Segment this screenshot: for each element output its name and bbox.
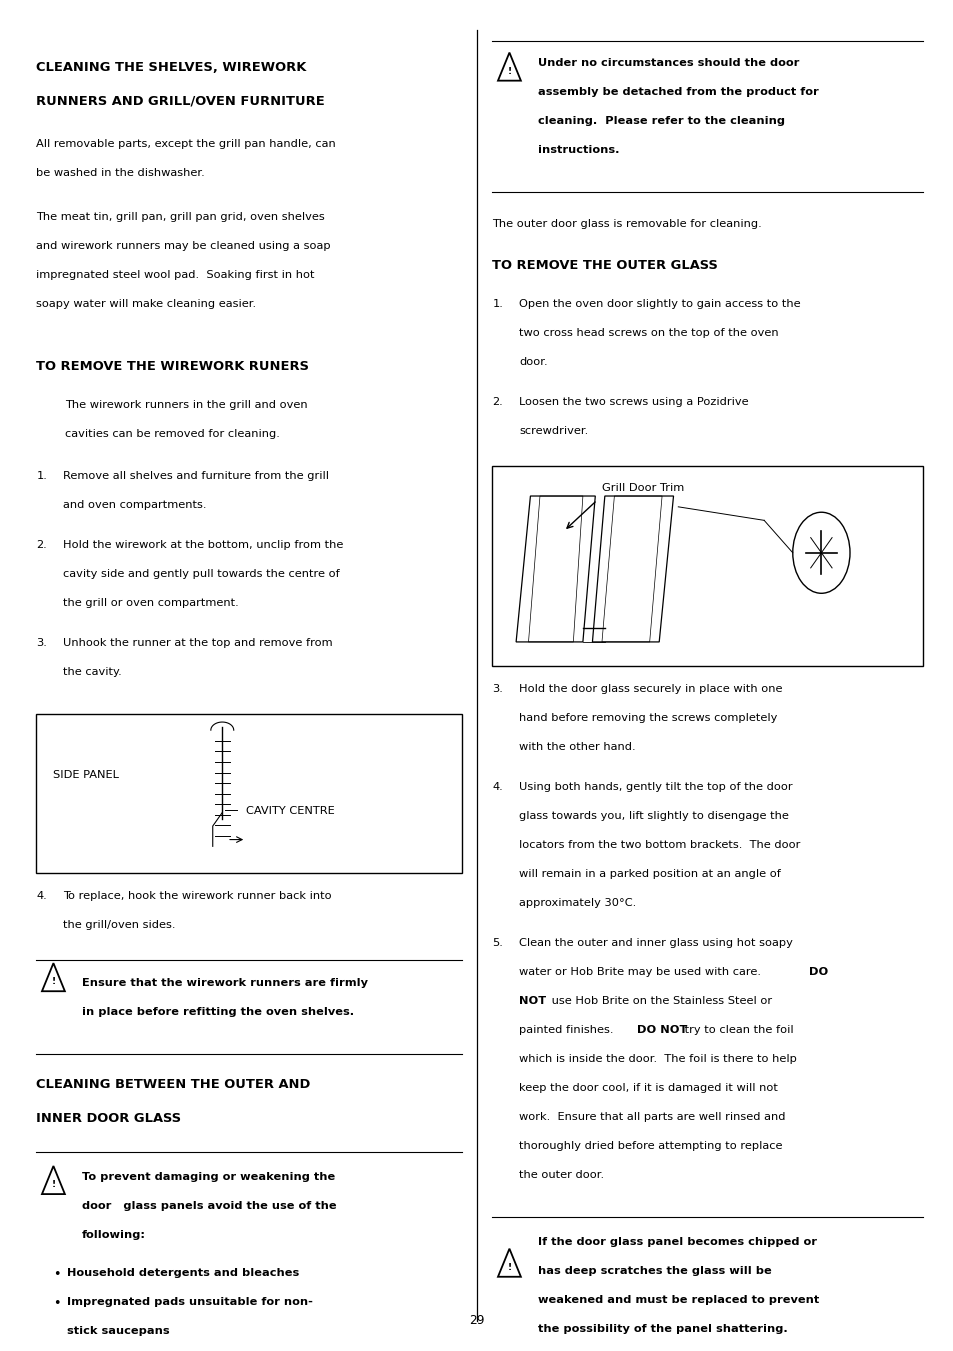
Bar [492,466,923,666]
Text: the possibility of the panel shattering.: the possibility of the panel shattering. [537,1324,787,1333]
Text: TO REMOVE THE OUTER GLASS: TO REMOVE THE OUTER GLASS [492,259,718,272]
Text: Unhook the runner at the top and remove from: Unhook the runner at the top and remove … [63,638,333,648]
Text: 29: 29 [469,1313,484,1327]
Text: locators from the two bottom brackets.  The door: locators from the two bottom brackets. T… [518,840,800,850]
Text: Open the oven door slightly to gain access to the: Open the oven door slightly to gain acce… [518,299,800,309]
Text: 1.: 1. [36,471,47,481]
Text: instructions.: instructions. [537,146,618,155]
Text: and wirework runners may be cleaned using a soap: and wirework runners may be cleaned usin… [36,242,331,251]
Text: and oven compartments.: and oven compartments. [63,500,206,509]
Bar [36,713,461,873]
Text: glass towards you, lift slightly to disengage the: glass towards you, lift slightly to dise… [518,811,788,821]
Text: has deep scratches the glass will be: has deep scratches the glass will be [537,1266,771,1275]
Text: use Hob Brite on the Stainless Steel or: use Hob Brite on the Stainless Steel or [547,996,771,1006]
Text: two cross head screws on the top of the oven: two cross head screws on the top of the … [518,328,778,338]
Text: Clean the outer and inner glass using hot soapy: Clean the outer and inner glass using ho… [518,938,792,948]
Text: which is inside the door.  The foil is there to help: which is inside the door. The foil is th… [518,1054,796,1063]
Text: 2.: 2. [36,540,47,550]
Text: 5.: 5. [492,938,502,948]
Text: the outer door.: the outer door. [518,1170,603,1179]
Text: !: ! [51,977,55,986]
Text: •: • [53,1267,61,1281]
Text: Under no circumstances should the door: Under no circumstances should the door [537,58,799,69]
Text: The wirework runners in the grill and oven: The wirework runners in the grill and ov… [65,400,307,409]
Text: screwdriver.: screwdriver. [518,426,588,436]
Text: door   glass panels avoid the use of the: door glass panels avoid the use of the [82,1201,336,1210]
Text: CLEANING THE SHELVES, WIREWORK: CLEANING THE SHELVES, WIREWORK [36,61,306,74]
Text: If the door glass panel becomes chipped or: If the door glass panel becomes chipped … [537,1236,816,1247]
Text: Remove all shelves and furniture from the grill: Remove all shelves and furniture from th… [63,471,329,481]
Text: 3.: 3. [492,684,502,694]
Text: The outer door glass is removable for cleaning.: The outer door glass is removable for cl… [492,219,761,228]
Text: 4.: 4. [492,782,502,792]
Text: in place before refitting the oven shelves.: in place before refitting the oven shelv… [82,1006,354,1017]
Text: RUNNERS AND GRILL/OVEN FURNITURE: RUNNERS AND GRILL/OVEN FURNITURE [36,95,325,107]
Text: NOT: NOT [518,996,545,1006]
Text: approximately 30°C.: approximately 30°C. [518,898,636,908]
Text: CAVITY CENTRE: CAVITY CENTRE [246,807,335,816]
Text: !: ! [507,1263,511,1271]
Text: thoroughly dried before attempting to replace: thoroughly dried before attempting to re… [518,1140,781,1151]
Text: To prevent damaging or weakening the: To prevent damaging or weakening the [82,1171,335,1182]
Text: with the other hand.: with the other hand. [518,742,635,751]
Text: !: ! [507,66,511,76]
Text: will remain in a parked position at an angle of: will remain in a parked position at an a… [518,869,781,880]
Text: DO: DO [808,967,827,977]
Text: SIDE PANEL: SIDE PANEL [53,770,119,780]
Text: work.  Ensure that all parts are well rinsed and: work. Ensure that all parts are well rin… [518,1112,784,1121]
Text: hand before removing the screws completely: hand before removing the screws complete… [518,713,777,723]
Text: Hold the door glass securely in place with one: Hold the door glass securely in place wi… [518,684,781,694]
Text: TO REMOVE THE WIREWORK RUNERS: TO REMOVE THE WIREWORK RUNERS [36,359,309,373]
Text: Impregnated pads unsuitable for non-: Impregnated pads unsuitable for non- [67,1297,313,1306]
Text: be washed in the dishwasher.: be washed in the dishwasher. [36,168,205,178]
Text: All removable parts, except the grill pan handle, can: All removable parts, except the grill pa… [36,139,335,149]
Text: try to clean the foil: try to clean the foil [680,1025,793,1035]
Text: assembly be detached from the product for: assembly be detached from the product fo… [537,88,818,97]
Text: keep the door cool, if it is damaged it will not: keep the door cool, if it is damaged it … [518,1082,777,1093]
Text: Loosen the two screws using a Pozidrive: Loosen the two screws using a Pozidrive [518,397,748,407]
Text: Using both hands, gently tilt the top of the door: Using both hands, gently tilt the top of… [518,782,792,792]
Text: cavities can be removed for cleaning.: cavities can be removed for cleaning. [65,428,279,439]
Text: Household detergents and bleaches: Household detergents and bleaches [67,1267,298,1278]
Text: !: ! [51,1179,55,1189]
Text: weakened and must be replaced to prevent: weakened and must be replaced to prevent [537,1294,819,1305]
Text: The meat tin, grill pan, grill pan grid, oven shelves: The meat tin, grill pan, grill pan grid,… [36,212,325,223]
Text: Grill Door Trim: Grill Door Trim [601,482,683,493]
Text: painted finishes.: painted finishes. [518,1025,620,1035]
Text: cavity side and gently pull towards the centre of: cavity side and gently pull towards the … [63,569,339,580]
Text: impregnated steel wool pad.  Soaking first in hot: impregnated steel wool pad. Soaking firs… [36,270,314,281]
Text: 1.: 1. [492,299,502,309]
Text: water or Hob Brite may be used with care.: water or Hob Brite may be used with care… [518,967,767,977]
Text: To replace, hook the wirework runner back into: To replace, hook the wirework runner bac… [63,890,332,901]
Text: following:: following: [82,1229,146,1240]
Text: CLEANING BETWEEN THE OUTER AND: CLEANING BETWEEN THE OUTER AND [36,1078,310,1092]
Text: the grill or oven compartment.: the grill or oven compartment. [63,598,238,608]
Text: DO NOT: DO NOT [637,1025,687,1035]
Text: Hold the wirework at the bottom, unclip from the: Hold the wirework at the bottom, unclip … [63,540,343,550]
Text: soapy water will make cleaning easier.: soapy water will make cleaning easier. [36,300,256,309]
Text: 3.: 3. [36,638,47,648]
Text: Ensure that the wirework runners are firmly: Ensure that the wirework runners are fir… [82,978,368,988]
Text: the cavity.: the cavity. [63,667,122,677]
Text: 2.: 2. [492,397,502,407]
Text: the grill/oven sides.: the grill/oven sides. [63,920,175,929]
Text: INNER DOOR GLASS: INNER DOOR GLASS [36,1112,181,1124]
Text: •: • [53,1297,61,1309]
Text: door.: door. [518,357,547,367]
Text: 4.: 4. [36,890,47,901]
Text: stick saucepans: stick saucepans [67,1325,170,1336]
Text: cleaning.  Please refer to the cleaning: cleaning. Please refer to the cleaning [537,116,784,127]
